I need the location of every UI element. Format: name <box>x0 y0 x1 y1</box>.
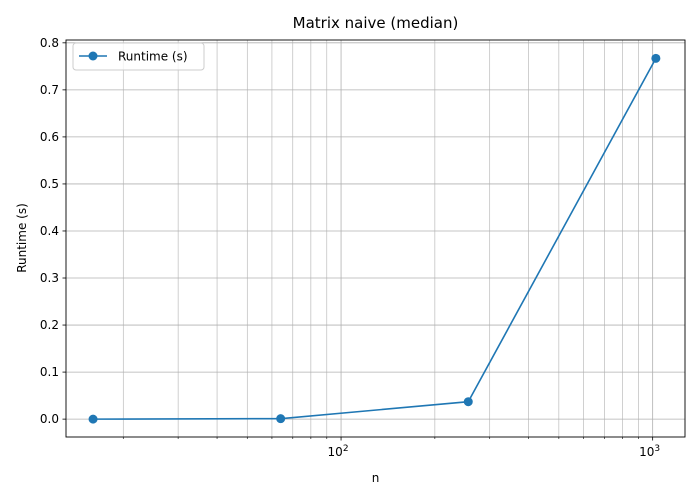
legend-marker-swatch <box>88 51 98 61</box>
legend-box <box>72 42 205 71</box>
ticks: 0.0 0.1 0.2 0.3 0.4 0.5 0.6 0.7 0.8 102 103 <box>40 36 660 459</box>
y-tick-label: 0.5 <box>40 177 59 191</box>
grid <box>66 40 685 437</box>
y-axis-label: Runtime (s) <box>15 203 29 273</box>
series-layer <box>88 53 661 424</box>
y-tick-label: 0.6 <box>40 130 59 144</box>
plot-area-frame <box>65 39 686 438</box>
legend: Runtime (s) <box>72 42 205 71</box>
axes <box>65 39 686 438</box>
y-tick-label: 0.3 <box>40 271 59 285</box>
data-point <box>88 414 98 424</box>
chart-title: Matrix naive (median) <box>293 14 459 32</box>
y-tick-label: 0.1 <box>40 365 59 379</box>
y-tick-label: 0.7 <box>40 83 59 97</box>
x-axis-label: n <box>372 471 380 485</box>
x-tick-label: 103 <box>639 444 660 459</box>
y-tick-label: 0.0 <box>40 412 59 426</box>
legend-label: Runtime (s) <box>118 50 188 64</box>
x-tick-label: 102 <box>328 444 349 459</box>
series-line <box>93 57 657 420</box>
y-tick-label: 0.2 <box>40 318 59 332</box>
data-point <box>651 53 661 63</box>
data-point <box>463 397 473 407</box>
data-point <box>276 414 286 424</box>
y-tick-label: 0.4 <box>40 224 59 238</box>
y-tick-label: 0.8 <box>40 36 59 50</box>
